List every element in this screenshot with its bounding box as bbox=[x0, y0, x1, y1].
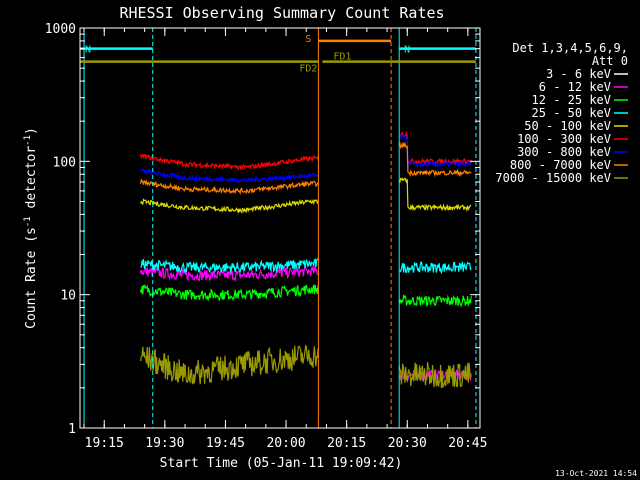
legend-label-7: 300 - 800 keV bbox=[517, 145, 611, 159]
series-line-7000-15000-kev-post bbox=[398, 362, 472, 389]
y-tick-label-1000: 1000 bbox=[45, 22, 76, 37]
timestamp: 13-Oct-2021 14:54 bbox=[555, 469, 637, 478]
legend-label-8: 800 - 7000 keV bbox=[510, 158, 611, 172]
series-line-800-7000-kev-pre bbox=[140, 178, 319, 196]
series-line-12-25-kev-post bbox=[398, 293, 472, 308]
series-line-800-7000-kev-post bbox=[398, 141, 472, 178]
legend-label-5: 50 - 100 keV bbox=[524, 119, 611, 133]
series-line-25-50-kev-post bbox=[398, 260, 472, 275]
series-line-3-6-kev-pre bbox=[140, 311, 319, 346]
state-bar-label-n: N bbox=[85, 45, 91, 56]
series-line-100-300-kev-pre bbox=[140, 153, 319, 172]
x-tick-label-1915: 19:15 bbox=[85, 436, 124, 451]
plot-frame bbox=[79, 27, 481, 429]
series-line-50-100-kev-post bbox=[398, 177, 472, 213]
series-line-25-50-kev-pre bbox=[140, 258, 319, 274]
x-tick-label-1945: 19:45 bbox=[206, 436, 245, 451]
state-bar-label-fd2: FD2 bbox=[299, 64, 317, 75]
legend-header-line-1: Det 1,3,4,5,6,9, bbox=[512, 41, 628, 55]
series-line-100-300-kev-post bbox=[399, 130, 472, 166]
axes bbox=[79, 27, 481, 429]
y-tick-label-100: 100 bbox=[53, 155, 76, 170]
series-line-300-800-kev-pre bbox=[140, 168, 319, 185]
x-tick-label-2015: 20:15 bbox=[327, 436, 366, 451]
series-line-50-100-kev-pre bbox=[140, 198, 319, 215]
x-tick-label-1930: 19:30 bbox=[145, 436, 184, 451]
y-tick-label-10: 10 bbox=[60, 289, 76, 304]
state-bar-label-fd1: FD1 bbox=[333, 52, 351, 63]
series-line-300-800-kev-post bbox=[398, 134, 472, 169]
y-tick-label-1: 1 bbox=[68, 422, 76, 437]
plot-area: N N S FD1 FD2 bbox=[80, 28, 477, 428]
tick-labels: 1 10 100 1000 19:15 19:30 19:45 20:00 20:15 20:30… bbox=[45, 22, 488, 451]
series-line-7000-15000-kev-pre bbox=[140, 345, 319, 385]
legend-label-4: 25 - 50 keV bbox=[532, 106, 611, 120]
x-tick-label-2000: 20:00 bbox=[266, 436, 305, 451]
state-bar-label-n: N bbox=[404, 45, 410, 56]
legend-label-6: 100 - 300 keV bbox=[517, 132, 611, 146]
x-tick-label-2030: 20:30 bbox=[388, 436, 427, 451]
x-axis-label: Start Time (05-Jan-11 19:09:42) bbox=[160, 456, 403, 471]
x-tick-label-2045: 20:45 bbox=[448, 436, 487, 451]
y-axis-label: Count Rate (s-1 detector-1) bbox=[23, 127, 39, 329]
state-bar-label-s: S bbox=[305, 34, 311, 45]
legend-label-3: 12 - 25 keV bbox=[532, 93, 611, 107]
series-line-6-12-kev-pre bbox=[140, 264, 319, 283]
legend-label-1: 3 - 6 keV bbox=[546, 67, 611, 81]
legend-label-2: 6 - 12 keV bbox=[539, 80, 611, 94]
series-line-12-25-kev-pre bbox=[140, 283, 319, 302]
legend-header-line-2: Att 0 bbox=[592, 54, 628, 68]
legend-label-9: 7000 - 15000 keV bbox=[495, 171, 611, 185]
series-line-3-6-kev-post bbox=[398, 321, 472, 349]
chart-title: RHESSI Observing Summary Count Rates bbox=[119, 4, 444, 22]
